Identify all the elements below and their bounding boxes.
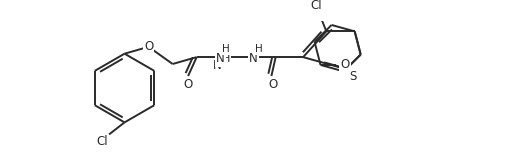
Text: N: N xyxy=(216,52,225,65)
Text: N: N xyxy=(249,52,258,65)
Text: Cl: Cl xyxy=(310,0,322,12)
Text: S: S xyxy=(350,69,357,83)
Text: O: O xyxy=(183,78,193,91)
Text: O: O xyxy=(268,78,278,91)
Text: H: H xyxy=(222,54,230,64)
Text: O: O xyxy=(340,59,350,71)
Text: O: O xyxy=(144,40,153,53)
Text: Cl: Cl xyxy=(97,135,108,148)
Text: H: H xyxy=(254,44,262,54)
Text: H: H xyxy=(222,44,230,54)
Text: N: N xyxy=(213,59,222,72)
